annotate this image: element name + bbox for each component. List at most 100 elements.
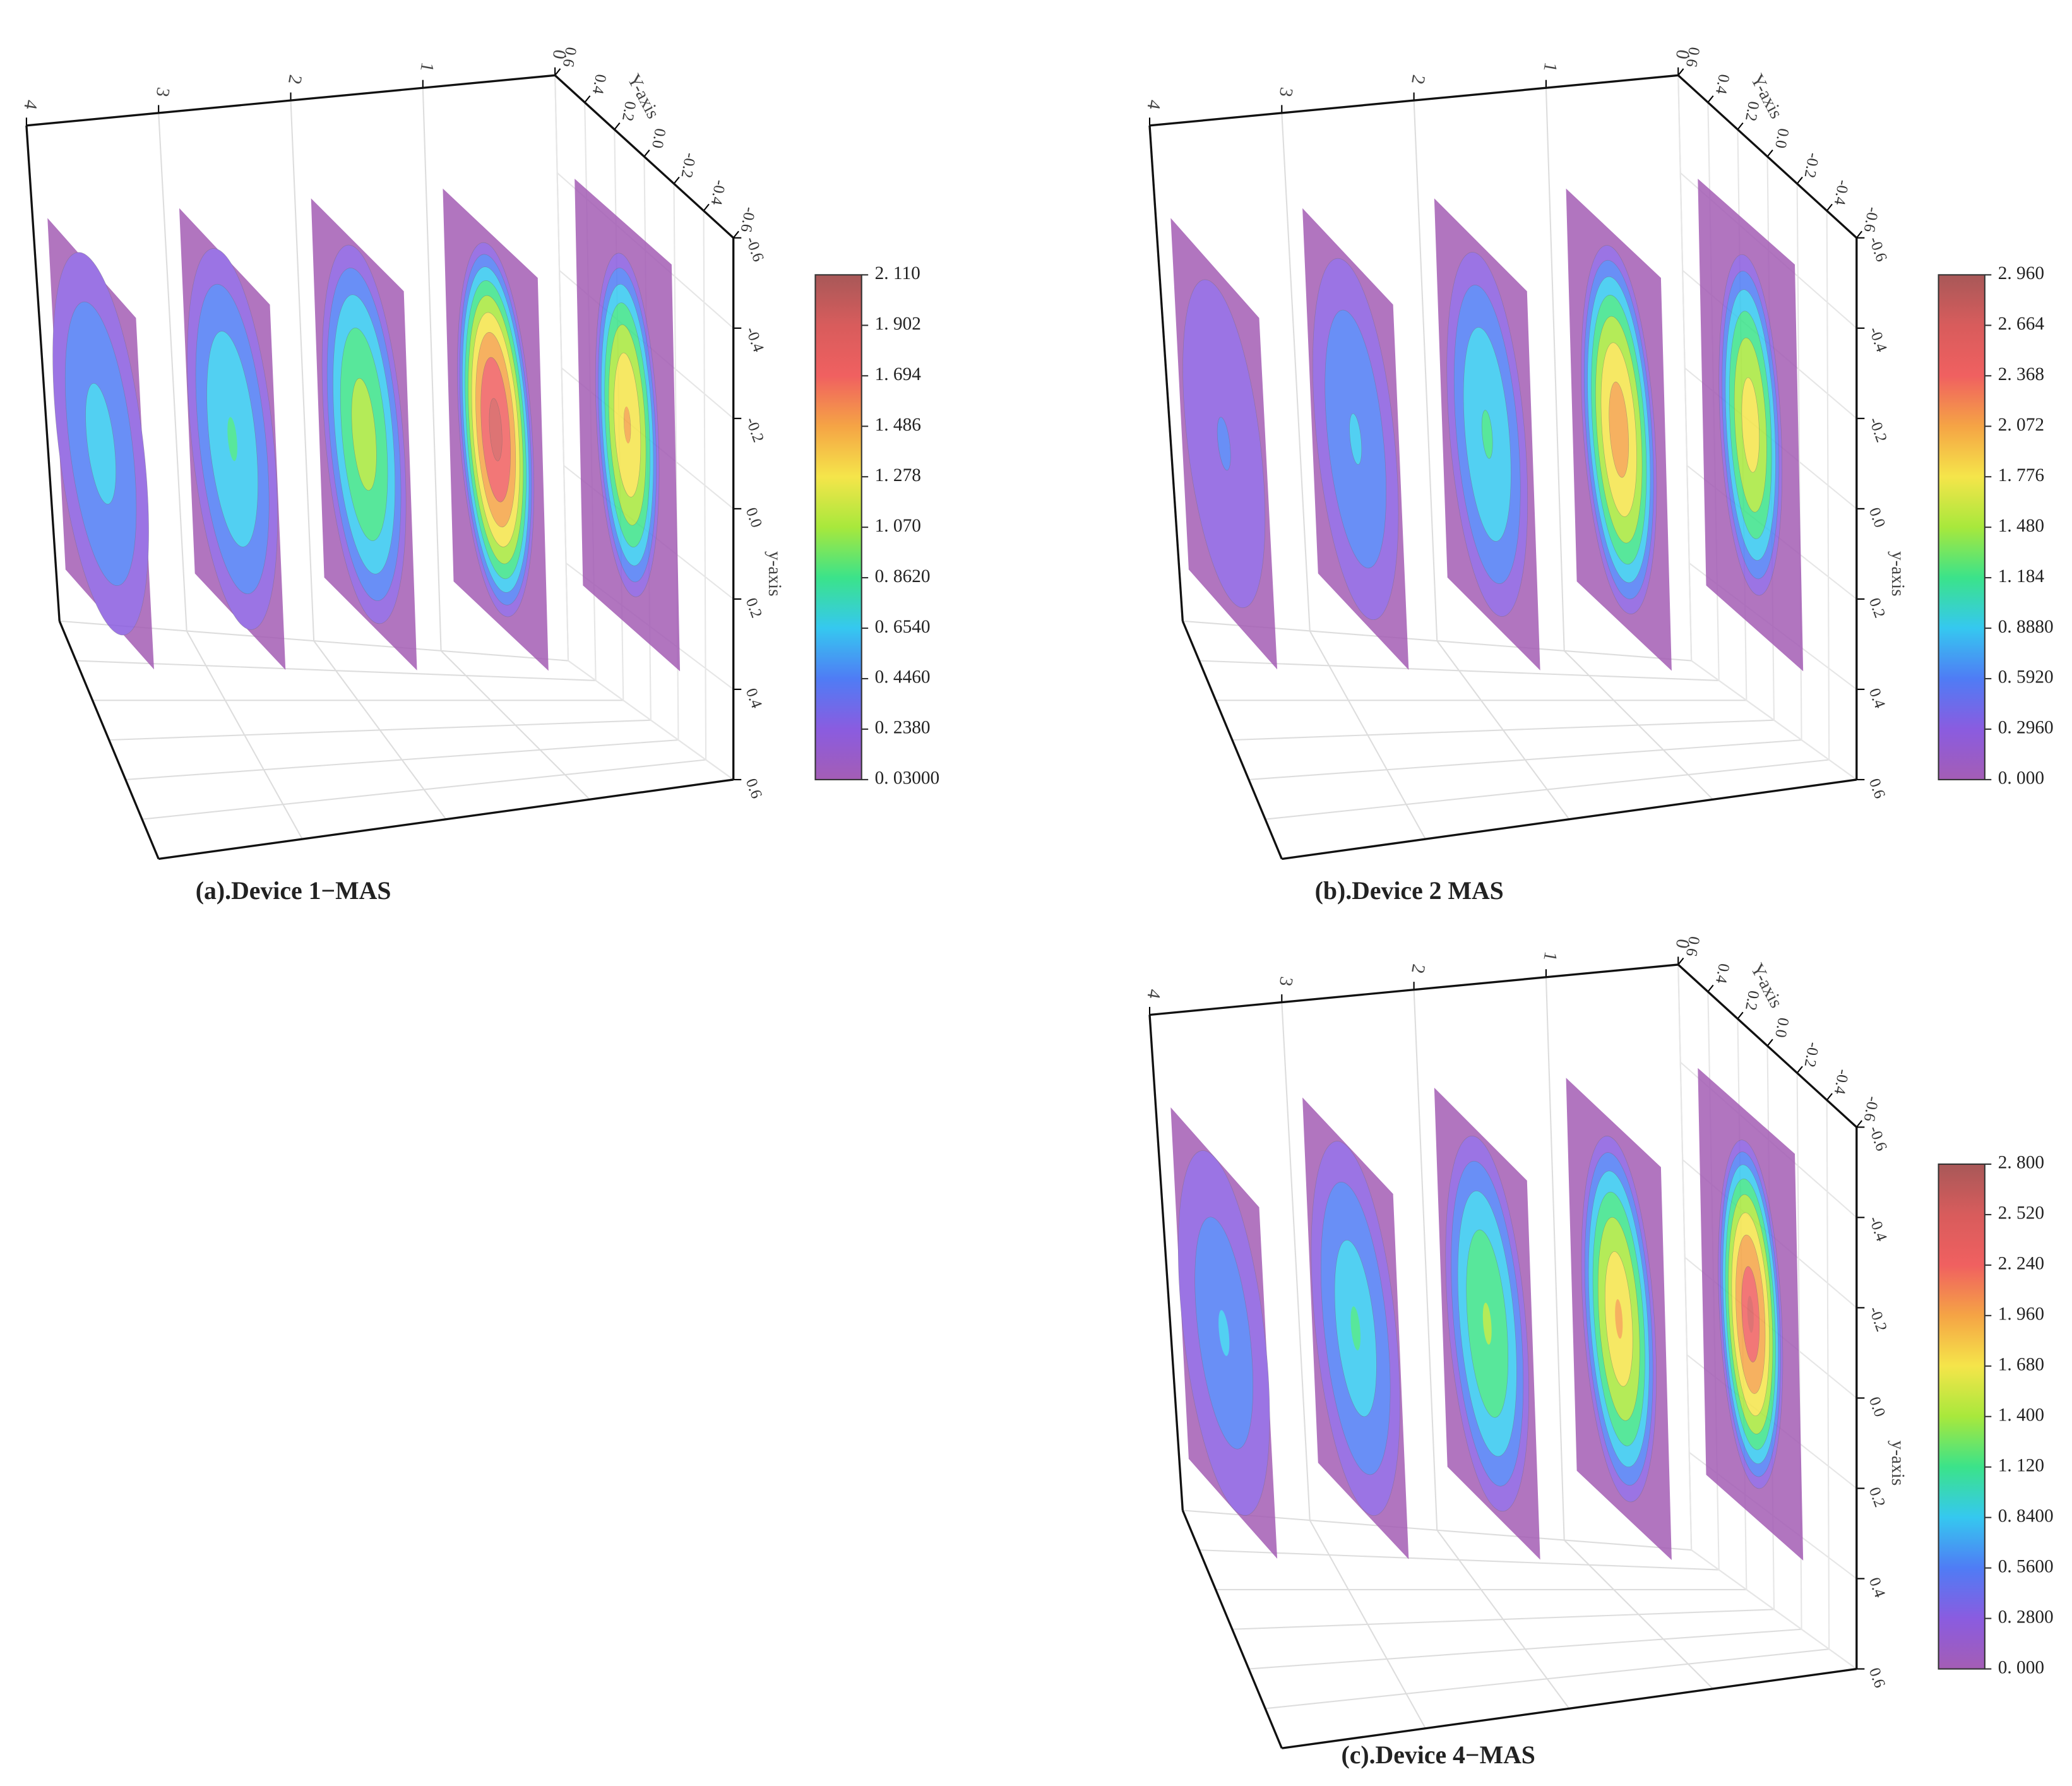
grid-line (1199, 1549, 1719, 1571)
z-tick-label: 0.2 (1866, 1485, 1888, 1509)
slice (1302, 1097, 1408, 1559)
x-tick-label: 4 (1143, 98, 1164, 111)
y-tick-label: -0.4 (707, 179, 729, 206)
slice (1698, 179, 1803, 671)
colorbar-label: 0. 03000 (875, 768, 940, 789)
panel: 0 1 2 3 4 0.6 0.4 0.2 0.0 -0.2 -0.4 -0.6-0.6 -0.4 -0.… (1143, 935, 2054, 1749)
z-tick-label: -0.2 (1866, 1304, 1890, 1334)
colorbar-label: 0. 5920 (1998, 667, 2054, 688)
z-tick-label: 0.2 (742, 596, 765, 621)
colorbar-label: 1. 486 (875, 415, 921, 435)
caption: (a).Device 1−MAS (196, 877, 391, 905)
grid-line (1232, 719, 1775, 741)
x-tick-label: 1 (1539, 950, 1561, 963)
grid-line (1281, 112, 1311, 631)
colorbar-label: 1. 480 (1998, 516, 2044, 536)
slice (1434, 1088, 1540, 1560)
tick-mark (614, 122, 621, 130)
x-tick-label: 1 (416, 61, 438, 73)
z-tick-label: 0.4 (1866, 1575, 1888, 1600)
tick-mark (1707, 984, 1714, 992)
y-tick-label: 0.2 (619, 100, 639, 122)
z-tick-label: -0.4 (1866, 325, 1890, 355)
z-tick-label: -0.2 (1866, 415, 1890, 445)
y-tick-label: 0.0 (1771, 1016, 1792, 1039)
x-tick-label: 4 (20, 98, 41, 111)
z-tick-label: -0.6 (1866, 1124, 1890, 1153)
contour-peak (1747, 1295, 1754, 1333)
tick-mark (1826, 1093, 1833, 1101)
slice (1170, 218, 1277, 669)
contour-peak (624, 406, 631, 444)
axis-line (554, 74, 734, 239)
slice (1698, 1068, 1803, 1561)
contour-peak (1350, 1306, 1360, 1350)
tick-mark (1707, 95, 1714, 103)
contour-peak (1218, 1310, 1230, 1356)
z-tick-label: -0.4 (1866, 1214, 1890, 1244)
panel: 0 1 2 3 4 0.6 0.4 0.2 0.0 -0.2 -0.4 -0.6-0.6 -0.4 -0.… (20, 46, 940, 860)
contour-peak (1615, 1299, 1623, 1339)
y-tick-label: 0.6 (1682, 46, 1703, 69)
x-tick-label: 0 (1672, 938, 1693, 950)
y-tick-label: 0.4 (1712, 73, 1732, 95)
z-tick-label: -0.6 (742, 235, 767, 265)
slice (1170, 1107, 1278, 1559)
z-tick-label: 0.2 (1866, 596, 1888, 621)
y-tick-label: -0.2 (677, 152, 698, 179)
contour-peak (95, 420, 107, 467)
y-tick-label: 0.2 (1742, 989, 1762, 1012)
y-tick-label: 0.0 (1771, 127, 1792, 150)
caption: (c).Device 4−MAS (1342, 1741, 1535, 1769)
colorbar-label: 2. 240 (1998, 1254, 2044, 1274)
grid-line (158, 112, 188, 631)
y-tick-label: 0.4 (1712, 962, 1732, 985)
x-tick-label: 0 (1672, 48, 1693, 61)
axis-line (58, 621, 160, 860)
tick-mark (1855, 230, 1862, 239)
y-tick-label: 0.4 (589, 73, 609, 95)
colorbar-label: 2. 800 (1998, 1153, 2044, 1173)
tick-mark (1796, 176, 1803, 184)
grid-line (1265, 759, 1830, 820)
slice (443, 189, 548, 671)
axis-line (1181, 1509, 1283, 1749)
axis-line (1181, 621, 1283, 860)
axis-line (25, 125, 61, 621)
colorbar-label: 0. 6540 (875, 617, 931, 637)
contour-peak (492, 410, 500, 449)
grid-line (1248, 1628, 1802, 1670)
colorbar-label: 0. 2800 (1998, 1607, 2054, 1627)
slice (44, 206, 157, 681)
tick-mark (643, 149, 650, 157)
axis-line (1677, 74, 1857, 239)
tick-mark (1796, 1066, 1803, 1074)
grid-line (109, 719, 651, 741)
colorbar-label: 0. 8880 (1998, 617, 2054, 637)
colorbar-label: 1. 278 (875, 465, 921, 485)
tick-mark (732, 230, 739, 239)
axis-line (1677, 963, 1857, 1128)
tick-mark (1677, 68, 1684, 76)
x-tick-label: 4 (1143, 987, 1164, 1000)
tick-mark (554, 68, 561, 76)
grid-line (568, 660, 734, 780)
slice (179, 206, 286, 672)
tick-mark (1826, 203, 1833, 211)
colorbar-label: 1. 120 (1998, 1455, 2044, 1475)
z-tick-label: 0.6 (1866, 777, 1888, 801)
colorbar-label: 2. 110 (875, 263, 920, 283)
colorbar-label: 2. 664 (1998, 314, 2045, 334)
y-tick-label: 0.6 (559, 46, 580, 69)
y-tick-label: 0.2 (1742, 100, 1762, 122)
grid-line (554, 75, 569, 661)
axis-line (1148, 1015, 1184, 1511)
tick-mark (703, 203, 710, 211)
grid-line (1545, 88, 1565, 651)
x-tick-label: 2 (1407, 73, 1429, 86)
grid-line (290, 100, 315, 641)
colorbar-label: 1. 960 (1998, 1304, 2044, 1325)
z-axis-label: y-axis (1888, 1441, 1908, 1486)
